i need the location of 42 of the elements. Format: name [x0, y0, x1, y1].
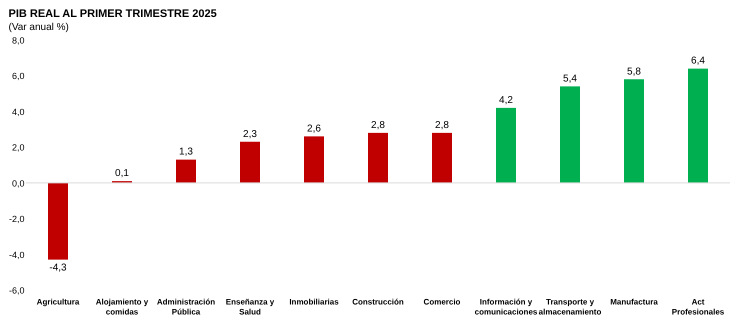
data-label: 0,1 — [115, 168, 130, 180]
chart-title: PIB REAL AL PRIMER TRIMESTRE 2025 — [8, 8, 217, 20]
data-label: 6,4 — [691, 56, 706, 67]
data-label: -4,3 — [49, 262, 68, 274]
bar — [304, 136, 324, 183]
bar — [48, 182, 68, 260]
data-label: 5,8 — [627, 66, 642, 78]
x-tick-label: Manufactura — [610, 298, 658, 306]
y-tick-label: 0,0 — [12, 178, 24, 188]
x-tick-label: Comercio — [424, 298, 461, 306]
x-tick-label: Información y comunicaciones — [474, 298, 538, 316]
bar — [688, 68, 708, 183]
data-label: 2,8 — [435, 120, 450, 131]
data-label: 2,6 — [307, 123, 322, 134]
x-tick-label: Construcción — [352, 298, 404, 306]
bar — [176, 160, 196, 183]
x-tick-label: Inmobiliarias — [289, 298, 340, 306]
bar — [240, 142, 260, 183]
bar — [560, 86, 580, 183]
bar — [624, 79, 644, 183]
y-tick-label: 2,0 — [12, 142, 24, 153]
y-tick-label: -2,0 — [8, 214, 24, 224]
data-label: 1,3 — [179, 146, 194, 158]
data-label: 2,3 — [243, 128, 258, 140]
data-label: 5,4 — [563, 73, 578, 84]
y-tick-label: 6,0 — [12, 71, 24, 82]
x-tick-label: Alojamiento y comidas — [96, 298, 149, 316]
chart-subtitle: (Var anual %) — [8, 22, 69, 33]
x-tick-label: Transporte y almacenamiento — [538, 298, 602, 316]
x-tick-label: Act Profesionales — [672, 298, 725, 316]
x-tick-label: Enseñanza y Salud — [226, 298, 275, 316]
y-tick-label: 4,0 — [12, 106, 24, 117]
data-label: 4,2 — [499, 94, 514, 106]
y-tick-label: 8,0 — [12, 36, 24, 46]
y-tick-label: -4,0 — [8, 250, 24, 260]
y-tick-label: -6,0 — [8, 286, 24, 296]
data-label: 2,8 — [371, 120, 386, 131]
bar — [368, 132, 388, 183]
bar — [496, 108, 516, 183]
bar — [432, 132, 452, 183]
x-tick-label: Agricultura — [36, 298, 80, 306]
x-tick-label: Administración Pública — [156, 298, 216, 316]
